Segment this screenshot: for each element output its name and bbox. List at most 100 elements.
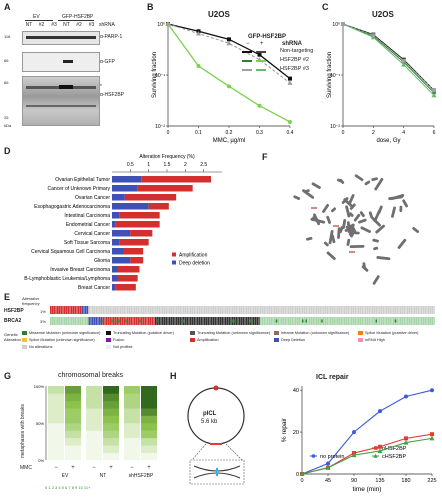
onco-cell-brca2: [144, 317, 146, 325]
chromosome: [353, 213, 361, 222]
g-bar-segment: [103, 445, 119, 453]
plasmid-size: 5.6 kb: [201, 419, 218, 425]
onco-cell-hsf2bp: [417, 306, 419, 314]
g-bar-segment: [65, 452, 81, 461]
onco-cell-brca2: [398, 317, 400, 325]
chromosome: [360, 226, 371, 234]
y-tick-label: 10⁻¹: [330, 73, 340, 79]
onco-cell-hsf2bp: [261, 306, 264, 314]
onco-cell-hsf2bp: [137, 306, 139, 314]
onco-cell-hsf2bp: [132, 306, 134, 314]
blot-parp: [22, 31, 100, 45]
onco-cell-brca2: [281, 317, 283, 325]
chromosome: [376, 256, 391, 261]
onco-cell-hsf2bp: [410, 306, 412, 314]
oncoprint-legend-label-1: Truncating Mutation (putative driver): [113, 331, 174, 335]
blot-gfp: [22, 52, 100, 72]
onco-cell-brca2: [190, 317, 192, 325]
x-axis-label: dose, Gy: [376, 138, 400, 144]
onco-cell-hsf2bp: [223, 306, 225, 314]
onco-cell-hsf2bp: [165, 306, 167, 314]
onco-mutation: [233, 319, 236, 323]
onco-cell-brca2: [242, 317, 244, 325]
series-line-2: [342, 23, 435, 96]
onco-cell-hsf2bp: [274, 306, 276, 314]
onco-cell-hsf2bp: [183, 306, 185, 314]
onco-cell-brca2: [239, 317, 241, 325]
chromosome: [390, 206, 396, 218]
g-bar-segment: [103, 437, 119, 446]
chromosome: [364, 180, 371, 186]
onco-cell-hsf2bp: [428, 306, 430, 314]
gene-brca2: BRCA2: [4, 318, 22, 324]
onco-cell-hsf2bp: [141, 306, 143, 314]
g-bar-segment: [124, 415, 140, 424]
h-series-point-0: [352, 430, 356, 435]
h-series-line-0: [301, 389, 433, 475]
h-series-point-2: [377, 448, 383, 453]
mmc-value-5: +: [147, 465, 151, 471]
onco-cell-hsf2bp: [114, 306, 117, 314]
lane-labels: NT #2 #3 NT #2 #3: [23, 22, 98, 29]
onco-cell-hsf2bp: [218, 306, 220, 314]
onco-cell-hsf2bp: [172, 306, 174, 314]
onco-cell-hsf2bp: [377, 306, 379, 314]
g-group-label-0: EV: [61, 473, 69, 479]
onco-mutation: [111, 319, 113, 323]
onco-cell-brca2: [260, 317, 262, 325]
onco-cell-brca2: [354, 317, 356, 325]
onco-cell-hsf2bp: [204, 306, 206, 314]
h-series-point-2: [351, 452, 357, 458]
onco-cell-hsf2bp: [125, 306, 127, 314]
chromosome: [346, 238, 351, 246]
g-bar-segment: [141, 393, 157, 402]
onco-cell-brca2: [380, 317, 383, 325]
onco-cell-hsf2bp: [263, 306, 265, 314]
group-line-gfp: [58, 20, 94, 21]
oncoprint-legend-label-3: Inframe Mutation (unknown significance): [281, 331, 350, 335]
onco-cell-brca2: [314, 317, 316, 325]
onco-mutation: [125, 319, 127, 323]
onco-cell-hsf2bp: [214, 306, 216, 314]
legend-b-swatch-plus-2: [256, 69, 266, 71]
chromosome: [350, 230, 356, 238]
onco-cell-brca2: [246, 317, 248, 325]
oncoprint-legend-item-9: mRNA High: [358, 338, 385, 342]
onco-cell-brca2: [351, 317, 353, 325]
g-bar-segment: [124, 452, 140, 461]
x-tick-label: 6: [433, 130, 436, 136]
onco-cell-hsf2bp: [155, 306, 157, 314]
onco-cell-hsf2bp: [429, 306, 432, 314]
g-bar-segment: [103, 408, 119, 416]
onco-cell-brca2: [312, 317, 314, 325]
onco-cell-hsf2bp: [323, 306, 325, 314]
oncoprint-legend-swatch-7: [190, 338, 195, 342]
d-category-label: Esophagogastric Adenocarcinoma: [34, 204, 110, 210]
onco-cell-brca2: [324, 317, 327, 325]
g-bar-segment: [65, 400, 81, 409]
d-bar-deletion: [112, 284, 116, 291]
onco-cell-brca2: [92, 317, 94, 325]
onco-cell-hsf2bp: [382, 306, 384, 314]
onco-cell-brca2: [277, 317, 279, 325]
onco-cell-hsf2bp: [104, 306, 106, 314]
onco-cell-brca2: [135, 317, 138, 325]
onco-cell-brca2: [95, 317, 97, 325]
onco-cell-brca2: [267, 317, 269, 325]
onco-cell-hsf2bp: [267, 306, 269, 314]
onco-cell-brca2: [424, 317, 426, 325]
oncoprint-legend-swatch-2: [190, 331, 195, 335]
onco-cell-brca2: [57, 317, 59, 325]
g-group-label-2: shHSF2BP: [128, 473, 154, 479]
d-bar-deletion: [112, 230, 131, 237]
series-point-2: [431, 92, 437, 98]
onco-cell-brca2: [51, 317, 54, 325]
y-tick-label: 10⁻²: [155, 124, 165, 130]
onco-cell-hsf2bp: [177, 306, 180, 314]
onco-cell-hsf2bp: [431, 306, 433, 314]
onco-cell-hsf2bp: [379, 306, 381, 314]
onco-cell-hsf2bp: [380, 306, 383, 314]
legend-b-row-1: HSF2BP #2: [242, 57, 322, 65]
x-axis-label: MMC, µg/ml: [213, 138, 245, 144]
oncoprint-legend-swatch-3: [274, 331, 279, 335]
